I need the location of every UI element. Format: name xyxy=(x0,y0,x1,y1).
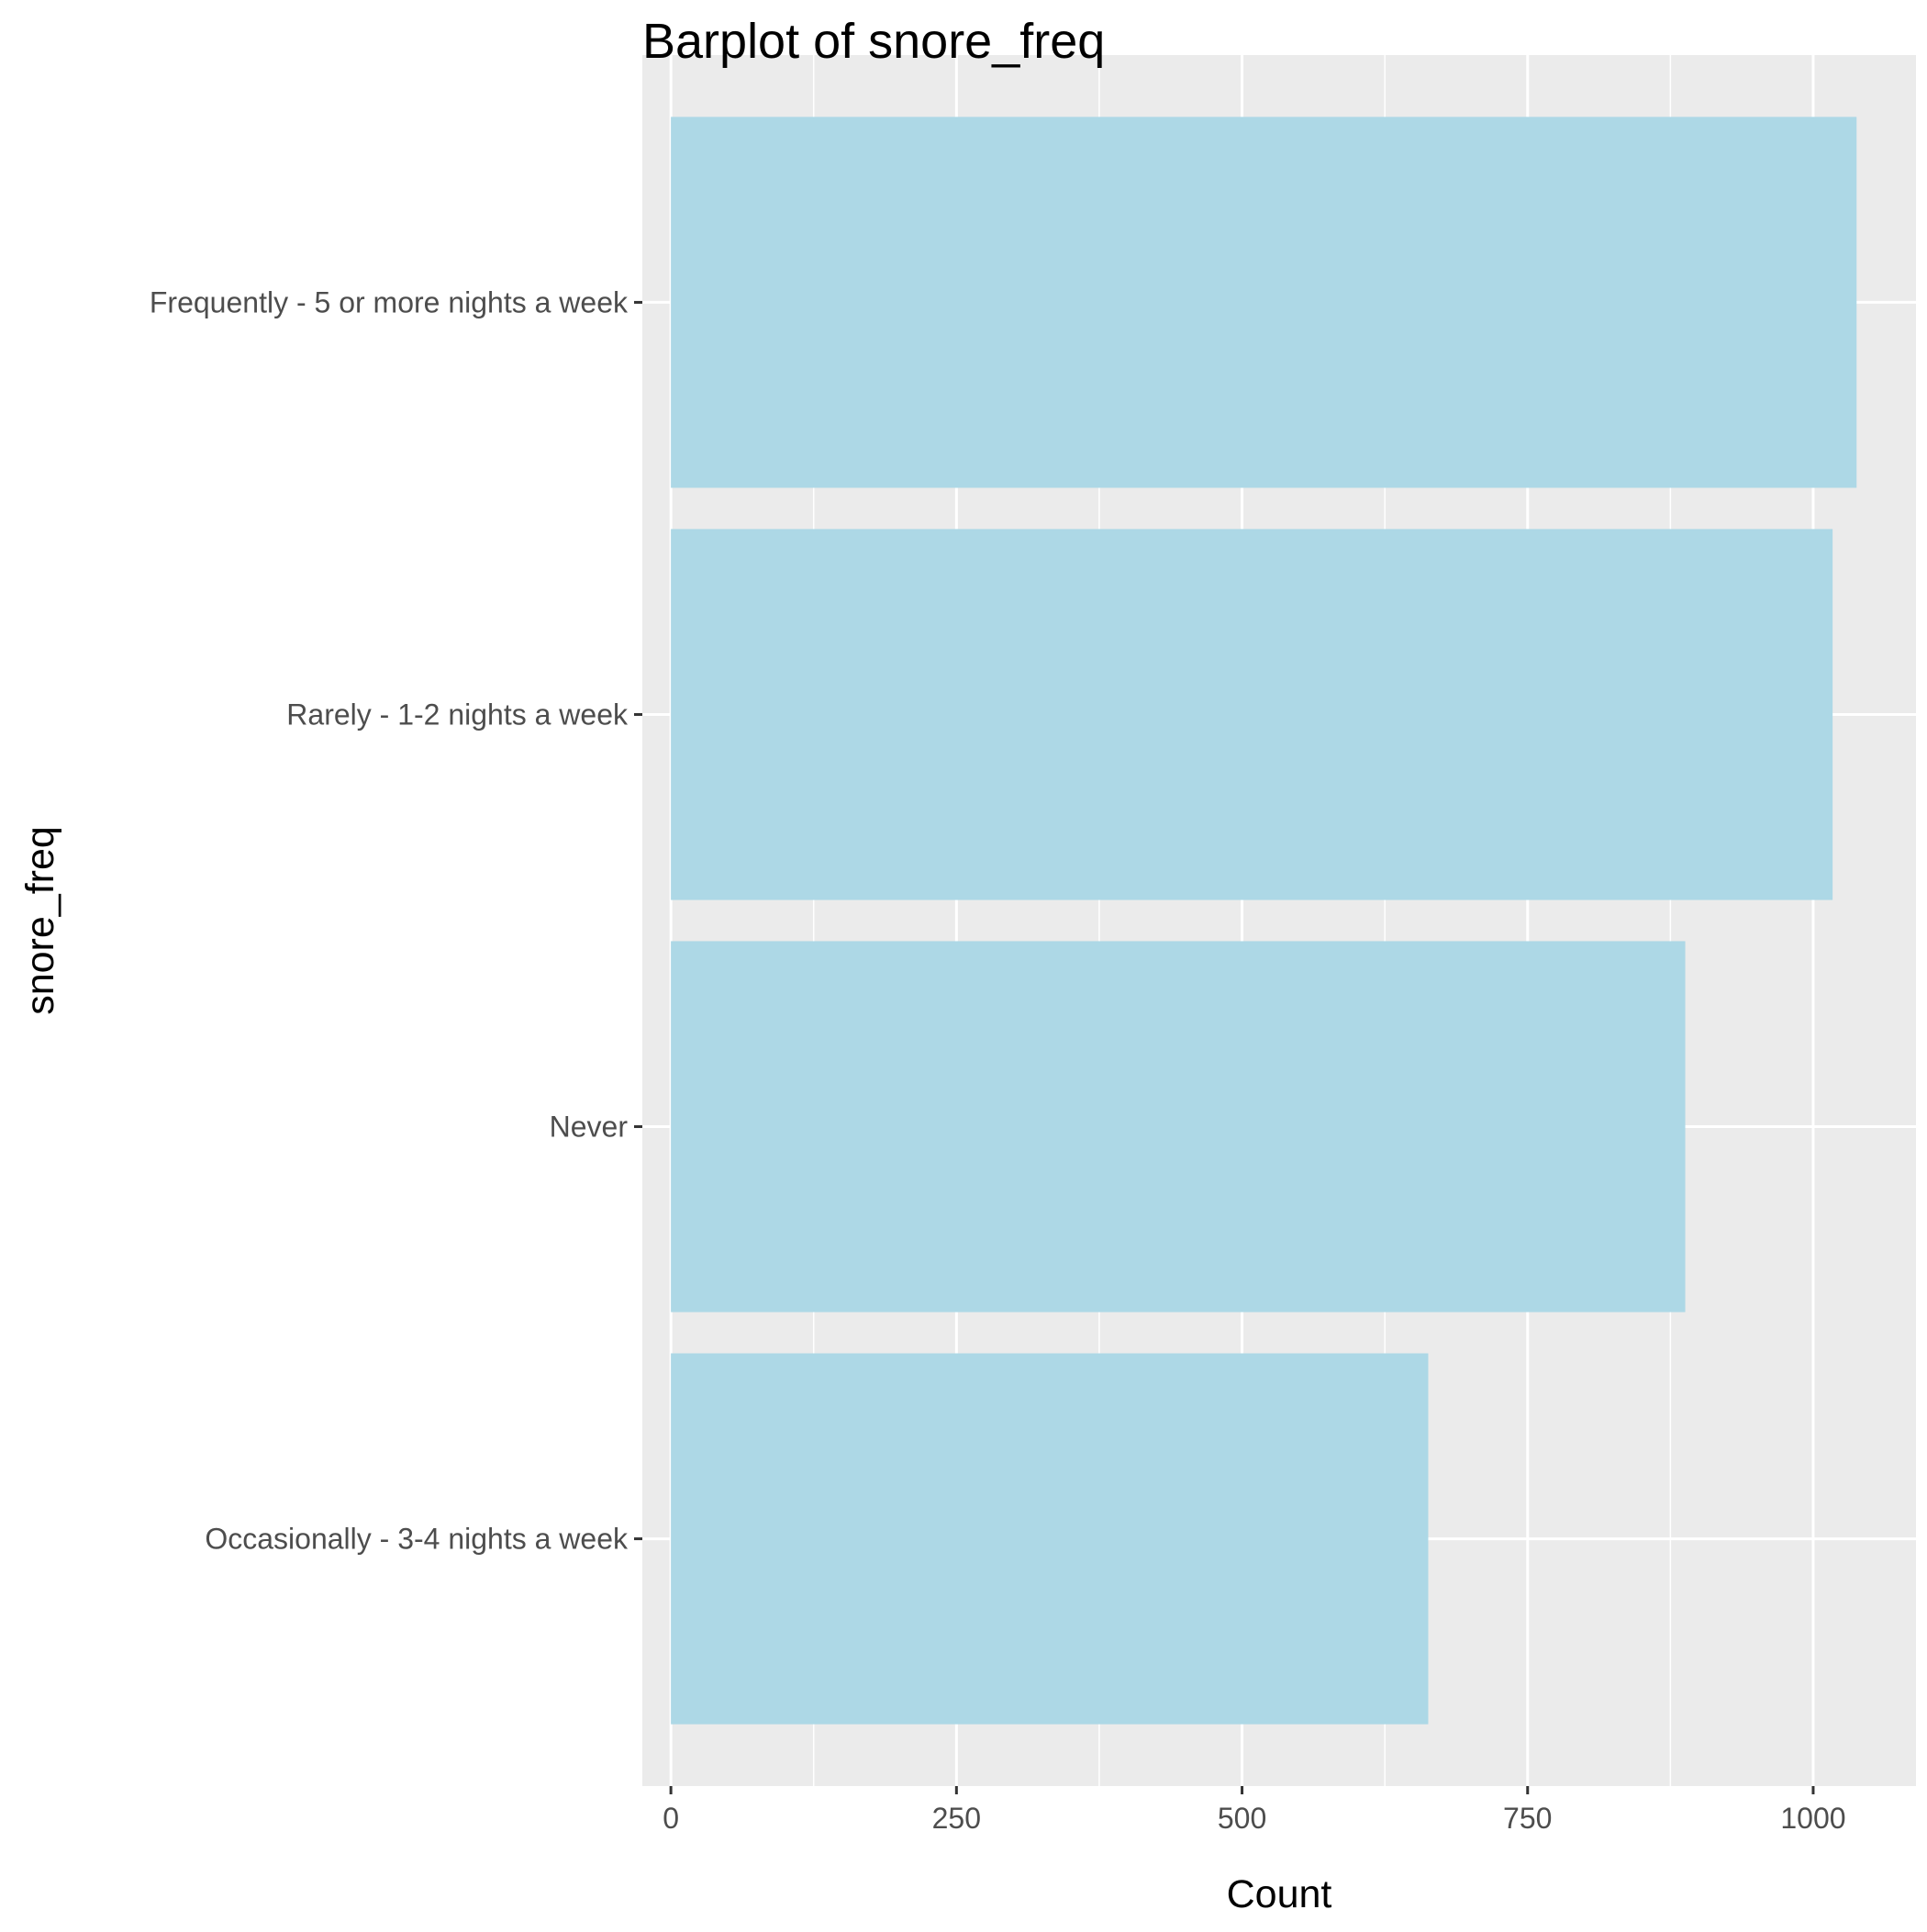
x-tick-label: 0 xyxy=(663,1802,679,1835)
x-tick-label: 500 xyxy=(1218,1802,1266,1835)
chart-title: Barplot of snore_freq xyxy=(642,14,1106,69)
x-tick-label: 250 xyxy=(932,1802,981,1835)
bar xyxy=(671,1353,1429,1725)
x-tick-label: 750 xyxy=(1503,1802,1552,1835)
y-tick-label: Rarely - 1-2 nights a week xyxy=(286,698,629,731)
bar xyxy=(671,941,1686,1312)
x-axis-title: Count xyxy=(1227,1872,1332,1916)
bar xyxy=(671,529,1833,900)
bar xyxy=(671,117,1857,488)
y-tick-label: Frequently - 5 or more nights a week xyxy=(150,285,629,318)
y-tick-label: Never xyxy=(550,1111,629,1144)
y-tick-label: Occasionally - 3-4 nights a week xyxy=(205,1523,629,1556)
y-axis-title: snore_freq xyxy=(18,826,62,1015)
x-tick-label: 1000 xyxy=(1780,1802,1845,1835)
